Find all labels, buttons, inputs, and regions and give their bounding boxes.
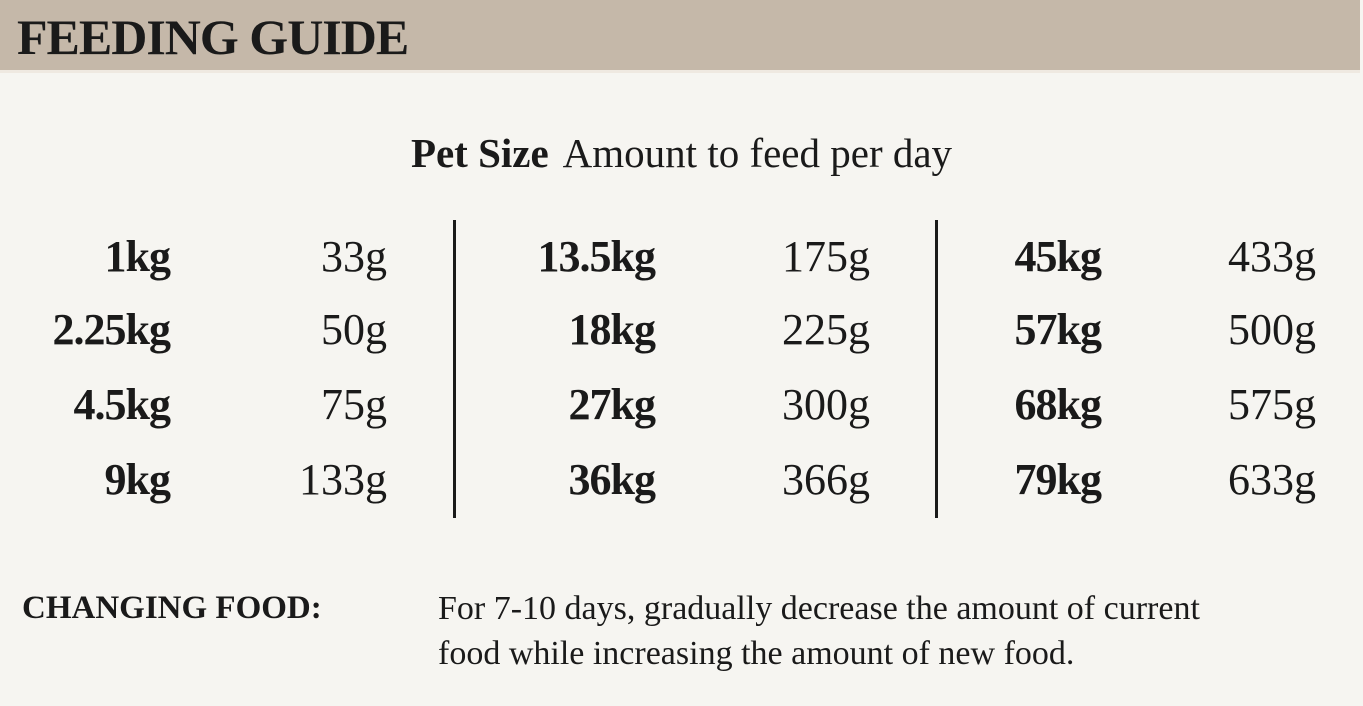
pet-size-cell: 68kg — [1014, 380, 1102, 429]
amount-cell: 575g — [1228, 380, 1316, 429]
column-divider — [935, 220, 938, 518]
amount-cell: 50g — [321, 305, 387, 354]
note-line: For 7-10 days, gradually decrease the am… — [438, 590, 1200, 627]
pet-size-cell: 9kg — [104, 455, 171, 504]
pet-size-cell: 57kg — [1014, 305, 1102, 354]
header-band: FEEDING GUIDE — [0, 0, 1360, 73]
pet-size-cell: 36kg — [568, 455, 656, 504]
page-title: FEEDING GUIDE — [17, 9, 409, 65]
amount-cell: 633g — [1228, 455, 1316, 504]
amount-cell: 175g — [782, 232, 870, 281]
pet-size-cell: 18kg — [568, 305, 656, 354]
pet-size-cell: 2.25kg — [52, 305, 171, 354]
pet-size-cell: 1kg — [104, 232, 171, 281]
pet-size-heading: Pet Size — [410, 130, 549, 176]
amount-cell: 300g — [782, 380, 870, 429]
amount-cell: 75g — [321, 380, 387, 429]
pet-size-cell: 13.5kg — [537, 232, 656, 281]
table-heading: Pet Size Amount to feed per day — [0, 128, 1363, 178]
amount-cell: 366g — [782, 455, 870, 504]
column-divider — [453, 220, 456, 518]
pet-size-cell: 45kg — [1014, 232, 1102, 281]
amount-heading: Amount to feed per day — [562, 130, 953, 176]
amount-cell: 133g — [299, 455, 387, 504]
changing-food-text: For 7-10 days, gradually decrease the am… — [438, 586, 1338, 676]
changing-food-label: CHANGING FOOD: — [22, 590, 322, 626]
amount-cell: 225g — [782, 305, 870, 354]
pet-size-cell: 4.5kg — [73, 380, 171, 429]
amount-cell: 33g — [321, 232, 387, 281]
amount-cell: 500g — [1228, 305, 1316, 354]
pet-size-cell: 27kg — [568, 380, 656, 429]
note-line: food while increasing the amount of new … — [438, 635, 1075, 672]
amount-cell: 433g — [1228, 232, 1316, 281]
pet-size-cell: 79kg — [1014, 455, 1102, 504]
